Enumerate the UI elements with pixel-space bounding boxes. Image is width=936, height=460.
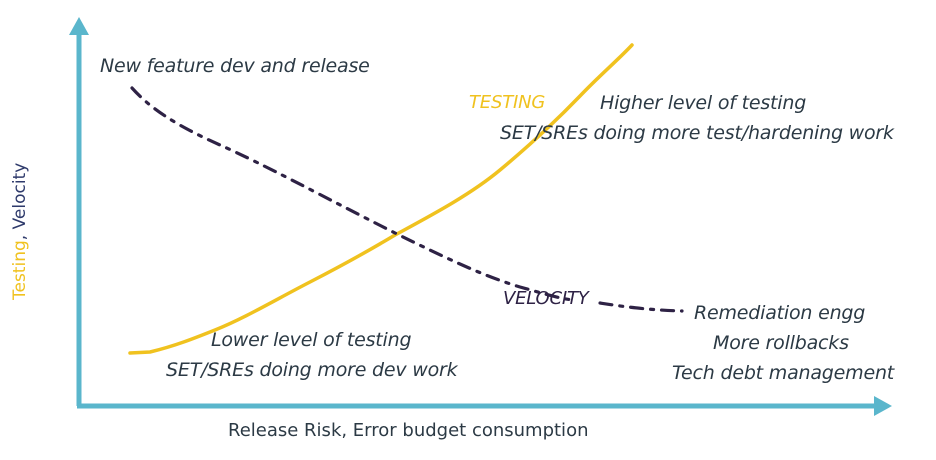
x-axis — [77, 396, 892, 416]
velocity-curve — [130, 86, 577, 302]
annotation-tech-debt: Tech debt management — [672, 362, 895, 384]
x-axis-label: Release Risk, Error budget consumption — [228, 420, 589, 441]
testing-series-label: TESTING — [469, 92, 546, 113]
y-axis-label: Testing, Velocity — [10, 163, 30, 300]
y-axis-label-separator: , — [10, 229, 30, 241]
x-axis-arrow-icon — [874, 396, 892, 416]
annotation-higher-testing: Higher level of testing — [600, 92, 807, 114]
annotation-lower-testing: Lower level of testing — [211, 329, 412, 351]
y-axis-arrow-icon — [69, 17, 89, 35]
y-axis-label-testing: Testing — [10, 240, 30, 300]
testing-curve — [128, 43, 634, 355]
annotation-new-feature: New feature dev and release — [100, 55, 370, 77]
annotation-set-sre-hardening: SET/SREs doing more test/hardening work — [500, 122, 894, 144]
annotation-remediation: Remediation engg — [694, 302, 866, 324]
velocity-series-label: VELOCITY — [503, 288, 589, 309]
y-axis — [69, 17, 89, 406]
velocity-curve-tail — [598, 301, 684, 313]
annotation-set-sre-dev: SET/SREs doing more dev work — [166, 359, 458, 381]
annotation-rollbacks: More rollbacks — [713, 332, 849, 354]
y-axis-label-velocity: Velocity — [10, 162, 30, 230]
